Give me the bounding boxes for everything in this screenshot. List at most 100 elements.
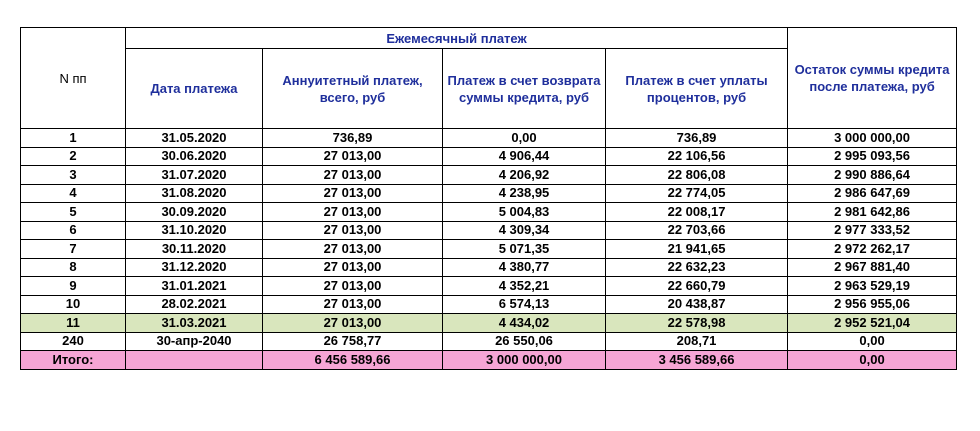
table-cell: 30.06.2020	[125, 146, 263, 166]
table-row: 10 28.02.2021 27 013,00 6 574,13 20 438,87 2 …	[20, 294, 958, 314]
header-cell: Аннуитетный платеж, всего, руб	[262, 48, 443, 129]
table-cell: 27 013,00	[262, 276, 443, 296]
table-cell: 27 013,00	[262, 146, 443, 166]
table-cell: 27 013,00	[262, 183, 443, 203]
table-cell: 26 758,77	[262, 331, 443, 351]
table-cell: 22 106,56	[604, 146, 789, 166]
table-cell: 5	[20, 202, 126, 222]
total-row: Итого: 6 456 589,66 3 000 000,00 3 456 589,…	[20, 350, 958, 370]
table-cell: 27 013,00	[262, 294, 443, 314]
table-cell: 2 967 881,40	[787, 257, 958, 277]
table-cell: 10	[20, 294, 126, 314]
table-cell: 7	[20, 239, 126, 259]
table-cell: 0,00	[442, 128, 606, 148]
payment-table: N пп Ежемесячный платеж Остаток суммы кр…	[20, 27, 958, 370]
table-cell: 27 013,00	[262, 257, 443, 277]
table-cell	[125, 350, 263, 370]
total-cell: 6 456 589,66	[262, 350, 443, 370]
table-cell: 30.09.2020	[125, 202, 263, 222]
table-cell: 28.02.2021	[125, 294, 263, 314]
table-row: 3 31.07.2020 27 013,00 4 206,92 22 806,08 2 9…	[20, 165, 958, 185]
table-cell: 27 013,00	[262, 165, 443, 185]
header-balance: Остаток суммы кредита после платежа, руб	[787, 27, 958, 129]
total-cell: 3 000 000,00	[442, 350, 606, 370]
table-row: 11 31.03.2021 27 013,00 4 434,02 22 578,98 2 …	[20, 313, 958, 333]
table-cell: 4 352,21	[442, 276, 606, 296]
table-cell: 3 000 000,00	[787, 128, 958, 148]
total-cell: 0,00	[787, 350, 958, 370]
table-cell: 6	[20, 220, 126, 240]
table-row: 7 30.11.2020 27 013,00 5 071,35 21 941,65 2 9…	[20, 239, 958, 259]
table-cell: 4 238,95	[442, 183, 606, 203]
table-cell: 2 956 955,06	[787, 294, 958, 314]
table-cell: 2 986 647,69	[787, 183, 958, 203]
table-cell: 31.07.2020	[125, 165, 263, 185]
table-cell: 4 434,02	[442, 313, 606, 333]
table-row: 1 31.05.2020 736,89 0,00 736,89 3 000 000,00	[20, 128, 958, 148]
table-cell: 31.01.2021	[125, 276, 263, 296]
table-row: 240 30-апр-2040 26 758,77 26 550,06 208,71 0,…	[20, 331, 958, 351]
table-cell: 22 703,66	[604, 220, 789, 240]
table-cell: 30-апр-2040	[125, 331, 263, 351]
total-label: Итого:	[20, 350, 126, 370]
table-cell: 31.08.2020	[125, 183, 263, 203]
table-cell: 2 981 642,86	[787, 202, 958, 222]
table-cell: 27 013,00	[262, 239, 443, 259]
table-cell: 31.10.2020	[125, 220, 263, 240]
table-cell: 4	[20, 183, 126, 203]
header-cell: Платеж в счет уплаты процентов, руб	[604, 48, 789, 129]
table-row: 8 31.12.2020 27 013,00 4 380,77 22 632,23 2 9…	[20, 257, 958, 277]
table-cell: 22 660,79	[604, 276, 789, 296]
header-row: Дата платежа Аннуитетный платеж, всего, р…	[21, 48, 957, 129]
table-cell: 0,00	[787, 331, 958, 351]
table-cell: 1	[20, 128, 126, 148]
table-cell: 240	[20, 331, 126, 351]
table-cell: 22 806,08	[604, 165, 789, 185]
table-cell: 2 977 333,52	[787, 220, 958, 240]
table-cell: 22 774,05	[604, 183, 789, 203]
table-cell: 736,89	[604, 128, 789, 148]
table-cell: 2 963 529,19	[787, 276, 958, 296]
table-cell: 4 309,34	[442, 220, 606, 240]
table-cell: 11	[20, 313, 126, 333]
table-cell: 27 013,00	[262, 202, 443, 222]
table-cell: 3	[20, 165, 126, 185]
table-cell: 9	[20, 276, 126, 296]
table-cell: 22 008,17	[604, 202, 789, 222]
table-cell: 208,71	[604, 331, 789, 351]
table-body: 1 31.05.2020 736,89 0,00 736,89 3 000 000,00 2…	[20, 128, 958, 370]
total-cell: 3 456 589,66	[604, 350, 789, 370]
table-cell: 27 013,00	[262, 220, 443, 240]
header-cell: Платеж в счет возврата суммы кредита, ру…	[442, 48, 606, 129]
table-cell: 5 004,83	[442, 202, 606, 222]
table-cell: 2 952 521,04	[787, 313, 958, 333]
table-cell: 6 574,13	[442, 294, 606, 314]
table-row: 2 30.06.2020 27 013,00 4 906,44 22 106,56 2 9…	[20, 146, 958, 166]
table-cell: 4 206,92	[442, 165, 606, 185]
table-cell: 31.05.2020	[125, 128, 263, 148]
table-cell: 2 990 886,64	[787, 165, 958, 185]
table-cell: 31.12.2020	[125, 257, 263, 277]
table-cell: 5 071,35	[442, 239, 606, 259]
header-number: N пп	[20, 27, 126, 129]
table-cell: 2 995 093,56	[787, 146, 958, 166]
table-row: 4 31.08.2020 27 013,00 4 238,95 22 774,05 2 9…	[20, 183, 958, 203]
table-row: 6 31.10.2020 27 013,00 4 309,34 22 703,66 2 9…	[20, 220, 958, 240]
header-group: Ежемесячный платеж	[124, 27, 789, 49]
table-cell: 21 941,65	[604, 239, 789, 259]
table-cell: 22 632,23	[604, 257, 789, 277]
table-cell: 27 013,00	[262, 313, 443, 333]
header-cell: Дата платежа	[125, 48, 263, 129]
table-cell: 2 972 262,17	[787, 239, 958, 259]
table-row: 9 31.01.2021 27 013,00 4 352,21 22 660,79 2 9…	[20, 276, 958, 296]
table-cell: 31.03.2021	[125, 313, 263, 333]
table-row: 5 30.09.2020 27 013,00 5 004,83 22 008,17 2 9…	[20, 202, 958, 222]
table-cell: 736,89	[262, 128, 443, 148]
table-cell: 4 380,77	[442, 257, 606, 277]
table-cell: 20 438,87	[604, 294, 789, 314]
table-cell: 30.11.2020	[125, 239, 263, 259]
table-cell: 2	[20, 146, 126, 166]
table-cell: 8	[20, 257, 126, 277]
table-cell: 22 578,98	[604, 313, 789, 333]
